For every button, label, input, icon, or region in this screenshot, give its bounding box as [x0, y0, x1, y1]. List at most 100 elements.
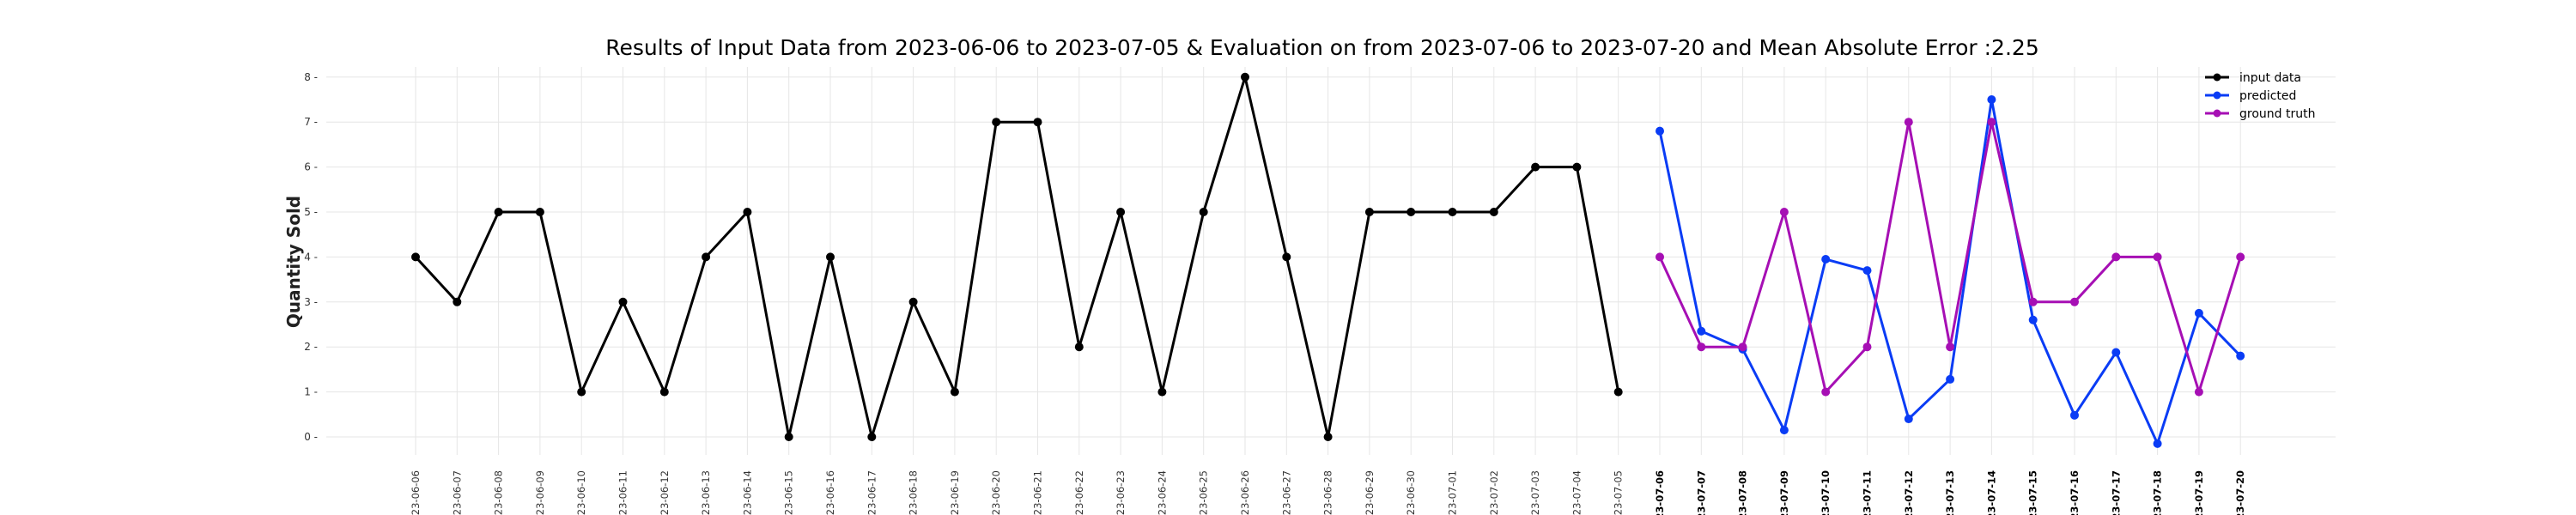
data-point: [1697, 342, 1706, 352]
data-point: [1448, 208, 1457, 216]
x-tick-label: -23-06-27: [1280, 470, 1292, 515]
data-point: [1821, 387, 1831, 397]
data-point: [2070, 297, 2079, 306]
legend-item: ground truth: [2205, 107, 2315, 121]
chart-title: Results of Input Data from 2023-06-06 to…: [605, 35, 2038, 60]
x-tick-label: -23-06-15: [783, 470, 795, 515]
series: [411, 72, 2245, 448]
x-tick-label: -23-07-05: [1613, 470, 1625, 515]
legend-item: predicted: [2205, 89, 2296, 103]
x-tick-label: -23-06-10: [575, 470, 587, 515]
data-point: [1613, 387, 1623, 397]
series-line: [414, 76, 1620, 439]
data-point: [2153, 439, 2162, 448]
data-point: [992, 118, 1001, 127]
data-point: [1904, 415, 1913, 424]
data-point: [2153, 252, 2162, 262]
data-point: [535, 208, 544, 216]
x-tick-label: -23-06-17: [866, 470, 878, 515]
data-point: [1282, 252, 1291, 262]
x-axis-ticks: -23-06-06 -23-06-07 -23-06-08 -23-06-09 -23-…: [410, 470, 2246, 515]
x-tick-label: -23-07-19: [2193, 470, 2205, 515]
data-point: [1572, 162, 1582, 172]
data-point: [1821, 255, 1831, 264]
data-point: [1364, 208, 1374, 216]
x-tick-label: -23-07-01: [1447, 470, 1459, 515]
y-tick-label: 2 -: [304, 341, 318, 353]
x-tick-label: -23-06-14: [741, 470, 753, 515]
data-point: [2111, 252, 2121, 262]
data-point: [1241, 72, 1249, 82]
legend-item: input data: [2205, 71, 2301, 85]
x-tick-label: -23-06-08: [493, 470, 505, 515]
y-tick-label: 0 -: [304, 431, 318, 443]
x-tick-label: -23-07-12: [1903, 470, 1915, 515]
data-point: [867, 433, 877, 441]
x-tick-label: -23-06-11: [617, 470, 629, 515]
x-tick-label: -23-07-02: [1488, 470, 1500, 515]
x-tick-label: -23-07-14: [1985, 470, 1997, 515]
data-point: [659, 387, 669, 397]
data-point: [1779, 426, 1789, 435]
x-tick-label: -23-07-18: [2152, 470, 2164, 515]
x-tick-label: -23-06-21: [1032, 470, 1044, 515]
data-point: [1199, 208, 1208, 216]
legend-swatch-marker: [2213, 109, 2221, 118]
x-tick-label: -23-06-30: [1405, 470, 1417, 515]
x-tick-label: -23-07-15: [2027, 470, 2039, 515]
x-tick-label: -23-06-26: [1239, 470, 1251, 515]
data-point: [1738, 342, 1747, 352]
data-point: [702, 252, 711, 262]
data-point: [2236, 252, 2245, 262]
x-tick-label: -23-06-29: [1364, 470, 1376, 515]
y-tick-label: 4 -: [304, 251, 318, 263]
x-tick-label: -23-06-19: [949, 470, 961, 515]
legend-label: predicted: [2239, 89, 2296, 103]
series-input-data: [411, 72, 1623, 441]
x-tick-label: -23-06-12: [659, 470, 671, 515]
data-point: [1489, 208, 1498, 216]
data-point: [1946, 342, 1955, 352]
x-tick-label: -23-07-17: [2110, 470, 2122, 515]
data-point: [1406, 208, 1416, 216]
data-point: [1987, 95, 1996, 104]
series-ground-truth: [1656, 118, 2245, 397]
x-tick-label: -23-07-07: [1695, 470, 1707, 515]
x-tick-label: -23-06-09: [534, 470, 546, 515]
data-point: [1323, 433, 1333, 441]
data-point: [1033, 118, 1042, 127]
legend-swatch-marker: [2213, 91, 2221, 100]
y-tick-label: 1 -: [304, 386, 318, 398]
data-point: [1157, 387, 1167, 397]
x-tick-label: -23-07-04: [1571, 470, 1583, 515]
y-tick-label: 7 -: [304, 116, 318, 128]
x-tick-label: -23-07-10: [1820, 470, 1832, 515]
data-point: [2194, 387, 2203, 397]
legend-label: ground truth: [2239, 107, 2315, 121]
y-tick-label: 8 -: [304, 71, 318, 83]
data-point: [1116, 208, 1126, 216]
data-point: [1074, 342, 1084, 352]
x-tick-label: -23-06-25: [1198, 470, 1210, 515]
data-point: [2028, 297, 2038, 306]
data-point: [494, 208, 503, 216]
x-tick-label: -23-07-16: [2069, 470, 2081, 515]
data-point: [908, 297, 918, 306]
x-tick-label: -23-07-08: [1737, 470, 1749, 515]
x-tick-label: -23-06-23: [1115, 470, 1127, 515]
data-point: [453, 297, 462, 306]
x-tick-label: -23-06-06: [410, 470, 422, 515]
data-point: [618, 297, 628, 306]
data-point: [784, 433, 793, 441]
x-tick-label: -23-07-09: [1778, 470, 1790, 515]
data-point: [743, 208, 752, 216]
x-tick-label: -23-06-24: [1156, 470, 1168, 515]
data-point: [1904, 118, 1913, 127]
data-point: [2111, 348, 2121, 357]
data-point: [950, 387, 959, 397]
x-tick-label: -23-07-11: [1862, 470, 1874, 515]
data-point: [2028, 315, 2038, 324]
data-point: [1779, 208, 1789, 216]
